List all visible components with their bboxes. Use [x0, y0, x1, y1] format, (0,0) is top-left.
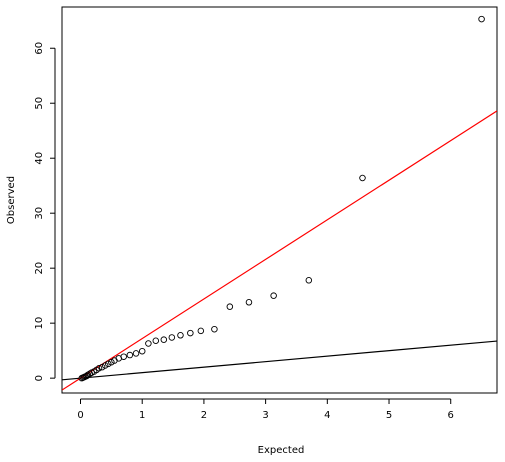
- data-point: [152, 337, 160, 345]
- y-tick-label: 50: [34, 97, 45, 110]
- x-tick-label: 5: [386, 410, 392, 421]
- data-point: [126, 351, 134, 359]
- data-point: [270, 292, 277, 299]
- data-point: [132, 350, 140, 357]
- y-tick-label: 20: [34, 262, 45, 275]
- data-point: [105, 360, 112, 368]
- x-tick-label: 1: [139, 410, 145, 421]
- data-point: [245, 299, 253, 306]
- y-tick-label: 0: [34, 375, 45, 381]
- y-axis-title: Observed: [6, 176, 17, 224]
- data-point: [98, 363, 106, 371]
- red-fit-line: [62, 110, 497, 391]
- data-point: [211, 325, 218, 333]
- y-tick-label: 30: [34, 207, 45, 220]
- data-point: [305, 277, 313, 284]
- data-point: [226, 303, 234, 310]
- data-points: [78, 15, 485, 382]
- axes: [50, 6, 498, 404]
- data-point: [187, 329, 194, 337]
- y-tick-label: 10: [34, 317, 45, 330]
- plot-frame: [61, 6, 498, 394]
- data-point: [145, 340, 152, 347]
- x-tick-label: 3: [262, 410, 268, 421]
- x-axis-title: Expected: [258, 445, 305, 456]
- data-point: [101, 362, 109, 369]
- data-point: [120, 353, 127, 360]
- x-tick-label: 6: [448, 410, 454, 421]
- data-point: [95, 365, 103, 372]
- data-point: [197, 327, 205, 335]
- reference-lines: [62, 110, 497, 391]
- y-tick-label: 40: [34, 152, 45, 165]
- x-tick-label: 4: [324, 410, 330, 421]
- reference-line: [62, 340, 497, 381]
- data-point: [160, 336, 168, 343]
- data-point: [177, 332, 184, 339]
- data-point: [359, 174, 366, 182]
- data-point: [478, 15, 485, 23]
- data-point: [168, 334, 176, 341]
- x-tick-label: 2: [201, 410, 207, 421]
- y-tick-label: 60: [34, 42, 45, 55]
- data-point: [138, 347, 146, 355]
- data-point: [108, 358, 115, 366]
- x-tick-label: 0: [77, 410, 83, 421]
